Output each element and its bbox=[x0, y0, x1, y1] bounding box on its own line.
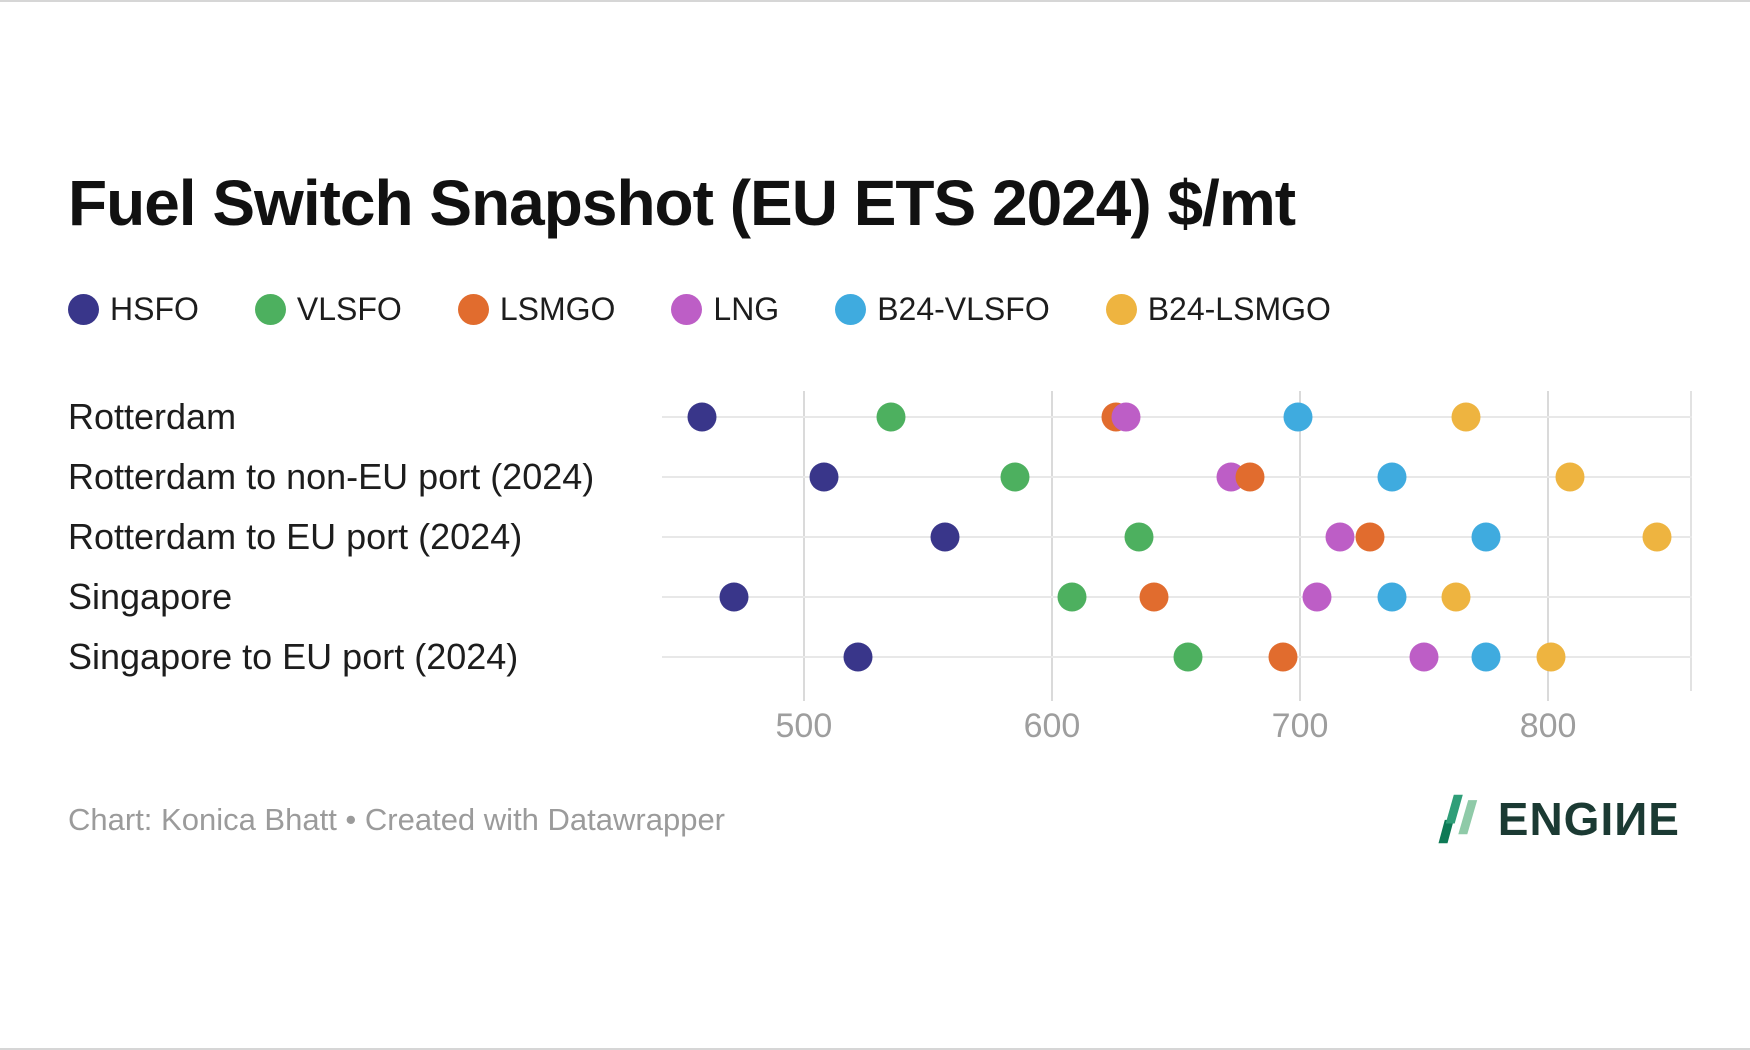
dot-lng[interactable] bbox=[1325, 522, 1355, 552]
legend-dot-lng bbox=[671, 293, 703, 325]
chart-title: Fuel Switch Snapshot (EU ETS 2024) $/mt bbox=[68, 167, 1296, 239]
dot-vlsfo[interactable] bbox=[1057, 582, 1087, 612]
row-line bbox=[662, 476, 1692, 479]
legend-label: VLSFO bbox=[296, 291, 402, 328]
row-label: Rotterdam bbox=[68, 396, 237, 438]
dot-b24-vlsfo[interactable] bbox=[1377, 462, 1407, 492]
dot-hsfo[interactable] bbox=[687, 402, 717, 432]
legend-label: HSFO bbox=[110, 291, 199, 328]
top-edge-divider bbox=[0, 0, 1750, 2]
dot-lsmgo[interactable] bbox=[1268, 642, 1298, 672]
dot-lsmgo[interactable] bbox=[1235, 462, 1265, 492]
legend-dot-lsmgo bbox=[457, 293, 489, 325]
gridline-800 bbox=[1547, 391, 1550, 702]
legend-label: LNG bbox=[713, 291, 780, 328]
row-line bbox=[662, 536, 1692, 539]
gridline-500 bbox=[802, 391, 805, 702]
plot-right-edge-line bbox=[1690, 391, 1692, 692]
engine-logo-icon bbox=[1434, 791, 1488, 847]
row-line bbox=[662, 596, 1692, 599]
x-tick-500: 500 bbox=[775, 707, 833, 746]
dot-b24-vlsfo[interactable] bbox=[1377, 582, 1407, 612]
x-tick-800: 800 bbox=[1519, 707, 1577, 746]
dot-lng[interactable] bbox=[1111, 402, 1141, 432]
row-label: Rotterdam to EU port (2024) bbox=[68, 516, 523, 558]
legend-item-vlsfo[interactable]: VLSFO bbox=[254, 291, 402, 328]
row-labels: Rotterdam Rotterdam to non-EU port (2024)… bbox=[68, 387, 660, 687]
dot-vlsfo[interactable] bbox=[1173, 642, 1203, 672]
dot-vlsfo[interactable] bbox=[876, 402, 906, 432]
dot-lng[interactable] bbox=[1409, 642, 1439, 672]
engine-logo-text: ENGIИE bbox=[1497, 793, 1680, 846]
legend-item-lng[interactable]: LNG bbox=[671, 293, 779, 325]
dot-b24-vlsfo[interactable] bbox=[1283, 402, 1313, 432]
legend-dot-hsfo bbox=[68, 293, 99, 325]
dot-b24-lsmgo[interactable] bbox=[1451, 402, 1481, 432]
dot-b24-vlsfo[interactable] bbox=[1471, 522, 1501, 552]
legend-dot-b24-vlsfo bbox=[835, 293, 867, 325]
dot-lsmgo[interactable] bbox=[1139, 582, 1169, 612]
dot-vlsfo[interactable] bbox=[1124, 522, 1154, 552]
dot-lsmgo[interactable] bbox=[1355, 522, 1384, 552]
legend-item-lsmgo[interactable]: LSMGO bbox=[457, 291, 616, 328]
footer: Chart: Konica Bhatt • Created with Dataw… bbox=[68, 791, 1680, 847]
dot-b24-lsmgo[interactable] bbox=[1642, 522, 1672, 552]
legend-dot-vlsfo bbox=[254, 293, 286, 325]
dot-plot-chart: Rotterdam Rotterdam to non-EU port (2024)… bbox=[68, 387, 1692, 743]
dot-hsfo[interactable] bbox=[719, 582, 749, 612]
dot-lng[interactable] bbox=[1302, 582, 1332, 612]
dot-hsfo[interactable] bbox=[809, 462, 839, 492]
legend-item-hsfo[interactable]: HSFO bbox=[68, 293, 199, 325]
row-line bbox=[662, 416, 1692, 419]
x-tick-700: 700 bbox=[1271, 707, 1329, 746]
gridline-600 bbox=[1050, 391, 1053, 702]
dot-b24-vlsfo[interactable] bbox=[1471, 642, 1501, 672]
dot-vlsfo[interactable] bbox=[1000, 462, 1030, 492]
legend-label: LSMGO bbox=[499, 291, 616, 328]
legend-dot-b24-lsmgo bbox=[1105, 293, 1137, 325]
plot-area: 500 600 700 800 bbox=[660, 387, 1692, 743]
dot-hsfo[interactable] bbox=[843, 642, 873, 672]
gridline-700 bbox=[1299, 391, 1302, 702]
legend-item-b24-vlsfo[interactable]: B24-VLSFO bbox=[835, 293, 1050, 325]
dot-b24-lsmgo[interactable] bbox=[1441, 582, 1471, 612]
row-label: Singapore to EU port (2024) bbox=[68, 636, 519, 678]
row-label: Rotterdam to non-EU port (2024) bbox=[68, 456, 595, 498]
legend-item-b24-lsmgo[interactable]: B24-LSMGO bbox=[1105, 291, 1331, 328]
row-label: Singapore bbox=[68, 576, 233, 618]
credit-line[interactable]: Chart: Konica Bhatt • Created with Dataw… bbox=[68, 801, 726, 837]
bottom-edge-divider bbox=[0, 1048, 1750, 1050]
x-tick-600: 600 bbox=[1023, 707, 1081, 746]
dot-hsfo[interactable] bbox=[930, 522, 960, 552]
dot-b24-lsmgo[interactable] bbox=[1555, 462, 1585, 492]
dot-b24-lsmgo[interactable] bbox=[1536, 642, 1566, 672]
engine-logo[interactable]: ENGIИE bbox=[1434, 791, 1680, 847]
legend: HSFO VLSFO LSMGO LNG B24-VLSFO B24-LSMGO bbox=[68, 293, 1692, 325]
legend-label: B24-LSMGO bbox=[1147, 291, 1331, 328]
legend-label: B24-VLSFO bbox=[877, 291, 1050, 328]
